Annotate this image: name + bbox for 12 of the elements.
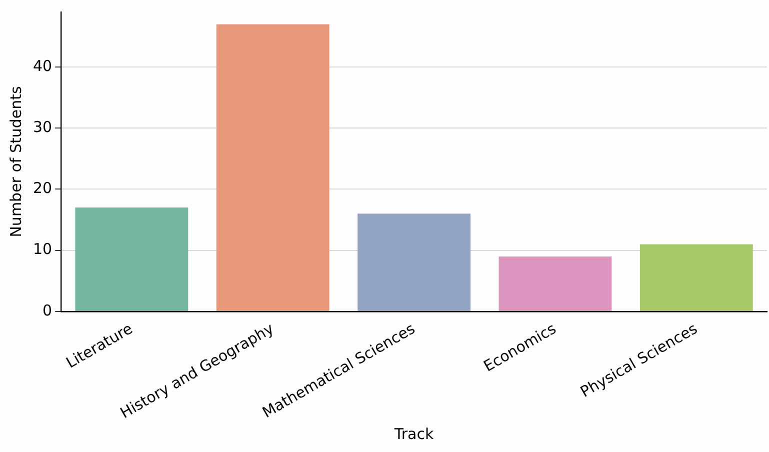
bar — [216, 24, 330, 312]
bar — [75, 208, 188, 312]
y-tick-label: 40 — [32, 56, 52, 75]
bar — [640, 244, 753, 312]
y-tick-label: 0 — [42, 301, 52, 320]
y-axis-title: Number of Students — [6, 86, 25, 238]
bar — [358, 214, 471, 312]
y-tick-label: 20 — [32, 179, 52, 198]
y-tick-label: 10 — [32, 240, 52, 258]
x-axis-title: Track — [393, 424, 434, 443]
bar — [498, 256, 612, 312]
y-tick-label: 30 — [32, 118, 52, 136]
